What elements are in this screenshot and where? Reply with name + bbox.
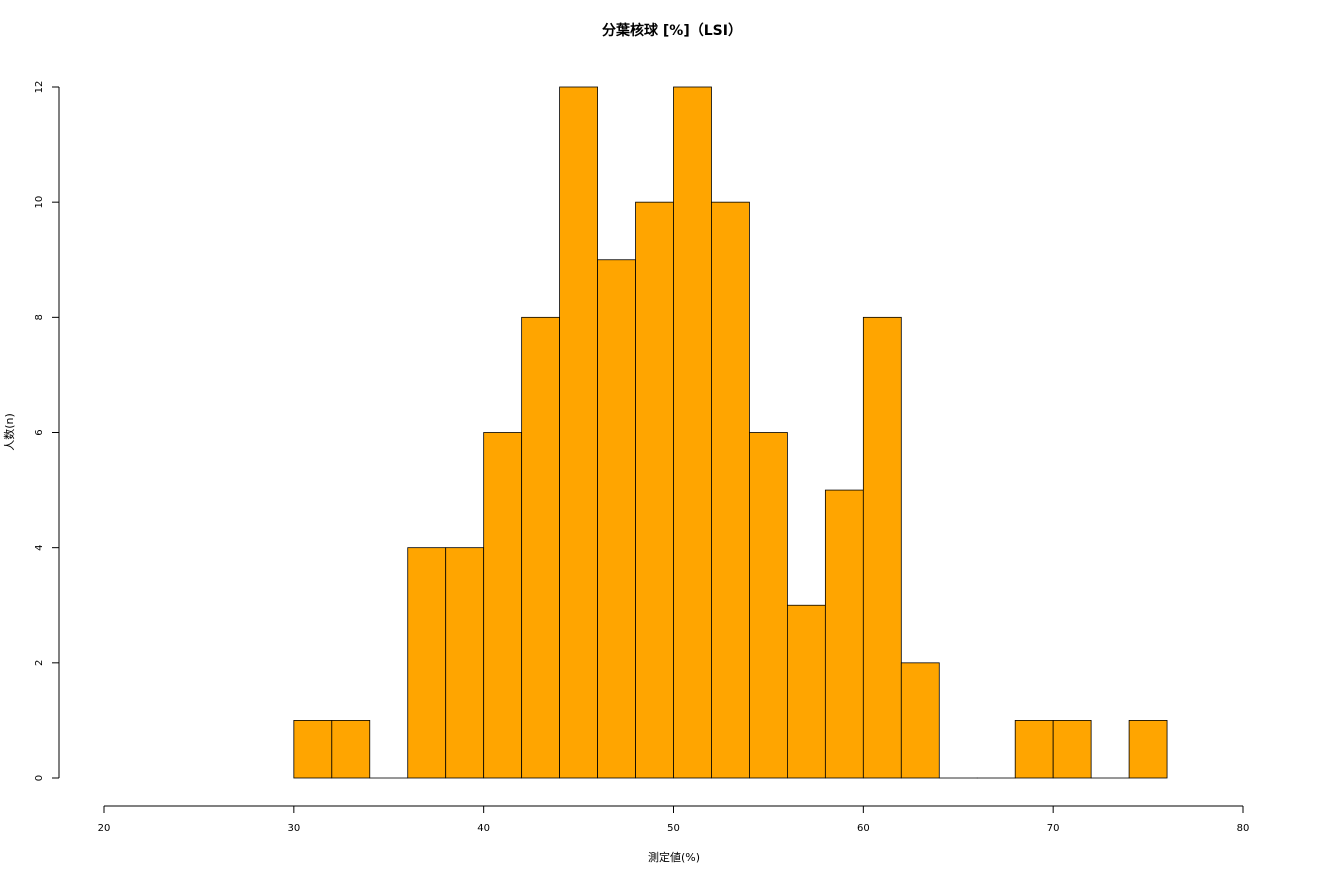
x-tick-label: 30 [287, 823, 300, 834]
histogram-bar [445, 547, 485, 779]
histogram-bar [559, 86, 598, 779]
y-tick-label: 4 [34, 544, 45, 550]
y-axis-label: 人数(n) [3, 413, 16, 451]
histogram-bar [711, 201, 750, 779]
histogram-bar [862, 316, 902, 779]
histogram-bar [900, 662, 940, 779]
x-tick-label: 70 [1047, 823, 1060, 834]
histogram-bar [749, 432, 788, 779]
x-axis-label: 測定値(%) [648, 850, 700, 864]
histogram-bar [1128, 720, 1168, 779]
histogram-bar [1014, 720, 1054, 779]
y-tick-label: 8 [34, 314, 45, 320]
chart-title: 分葉核球 [%]（LSI） [602, 22, 742, 39]
histogram-bar [407, 547, 447, 779]
y-tick-label: 0 [34, 775, 45, 781]
histogram-bar [293, 720, 333, 779]
histogram-bar [521, 316, 561, 779]
y-axis: 0 2 4 6 8 10 12 [34, 81, 60, 781]
histogram-bar [1052, 720, 1092, 779]
histogram-bar [635, 201, 674, 779]
y-tick-label: 12 [34, 81, 45, 94]
bars-group [293, 86, 1168, 779]
histogram-bar [597, 259, 636, 779]
y-tick-label: 10 [34, 196, 45, 209]
histogram-bar [787, 604, 826, 779]
histogram-bar [824, 489, 864, 779]
x-tick-label: 80 [1237, 823, 1250, 834]
x-axis: 20 30 40 50 60 70 80 [98, 805, 1250, 834]
histogram-bar [673, 86, 712, 779]
histogram-bar [331, 720, 371, 779]
y-tick-label: 6 [34, 429, 45, 435]
x-tick-label: 60 [857, 823, 870, 834]
y-tick-label: 2 [34, 660, 45, 666]
x-tick-label: 40 [477, 823, 490, 834]
x-tick-label: 50 [667, 823, 680, 834]
histogram-bar [483, 432, 523, 779]
x-tick-label: 20 [98, 823, 111, 834]
